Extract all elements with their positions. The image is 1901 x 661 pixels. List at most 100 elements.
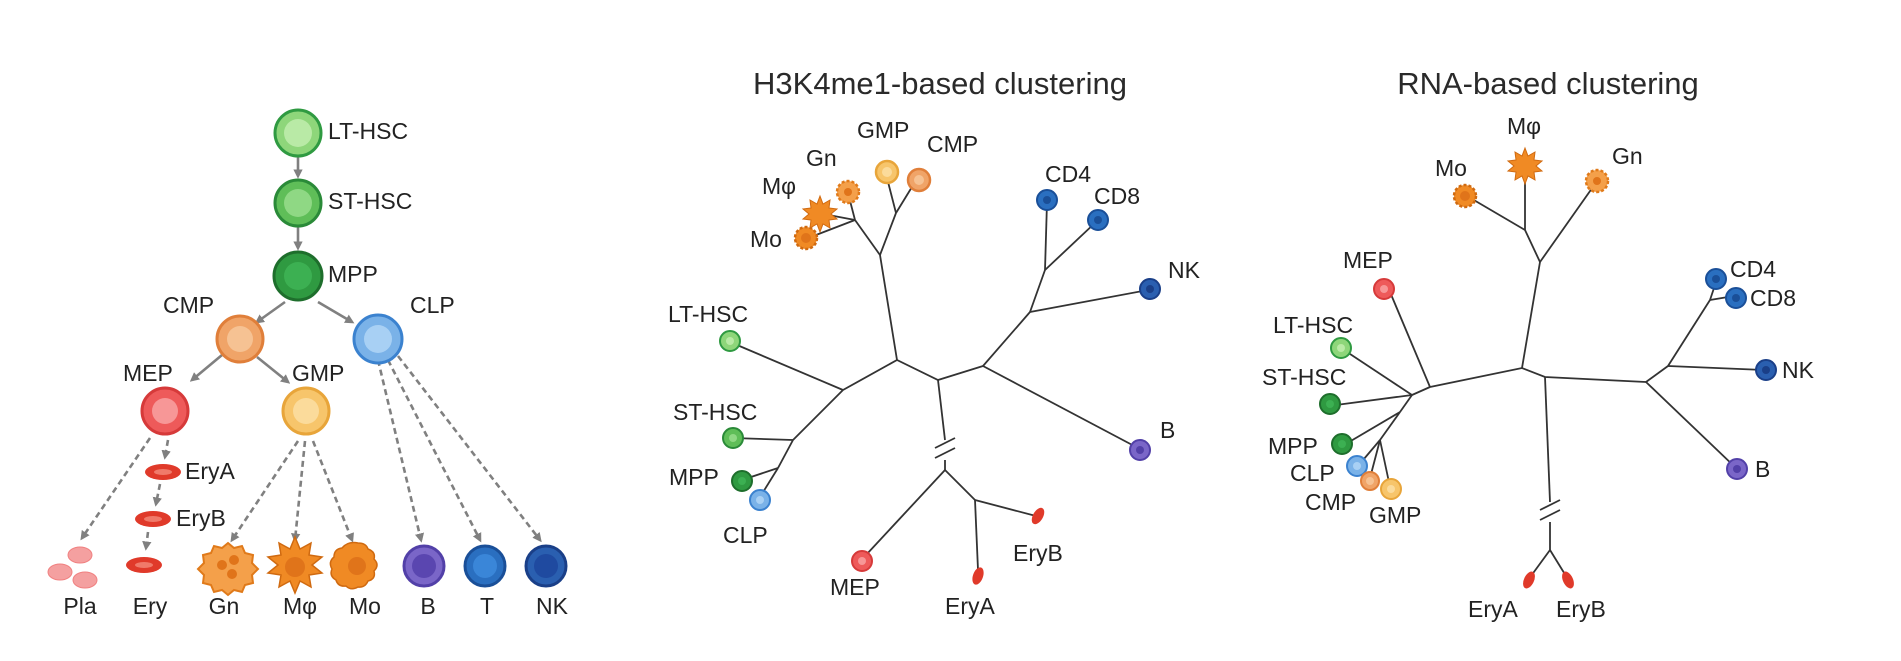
rna-cell-eryB bbox=[1562, 571, 1574, 589]
h3k4me1-cell-nk bbox=[1139, 278, 1161, 300]
nk-cell bbox=[524, 544, 568, 588]
arrow-eryB-ery bbox=[142, 531, 152, 551]
h3k4me1-cell-cmp bbox=[906, 167, 932, 193]
monocyte-cell bbox=[329, 541, 378, 590]
h3k4me1-label-mpp: MPP bbox=[669, 464, 719, 490]
rna-label-gmp: GMP bbox=[1369, 502, 1421, 528]
h3k4me1-label-eryA: EryA bbox=[945, 593, 996, 619]
h3k4me1-cell-eryB bbox=[1031, 507, 1045, 525]
label-t: T bbox=[480, 593, 494, 619]
arrow-mep-pla bbox=[80, 437, 152, 541]
h3k4me1-label-eryB: EryB bbox=[1013, 540, 1063, 566]
macrophage-cell bbox=[266, 535, 324, 595]
h3k4me1-cell-gmp bbox=[874, 159, 900, 185]
h3k4me1-label-cd4: CD4 bbox=[1045, 161, 1091, 187]
h3k4me1-label-mep: MEP bbox=[830, 574, 880, 600]
lt-hsc-cell bbox=[273, 108, 323, 158]
rna-cell-mphi bbox=[1506, 146, 1544, 186]
h3k4me1-label-cmp: CMP bbox=[927, 131, 978, 157]
erythrocyte-cell bbox=[126, 557, 162, 573]
rna-break-mark-2 bbox=[1539, 509, 1561, 521]
rna-label-cd8: CD8 bbox=[1750, 285, 1796, 311]
label-mep: MEP bbox=[123, 360, 173, 386]
st-hsc-cell bbox=[273, 178, 323, 228]
rna-label-eryA: EryA bbox=[1468, 596, 1519, 622]
h3k4me1-label-mo: Mo bbox=[750, 226, 782, 252]
h3k4me1-label-b: B bbox=[1160, 417, 1175, 443]
label-mpp: MPP bbox=[328, 261, 378, 287]
rna-cell-cd8 bbox=[1725, 287, 1747, 309]
h3k4me1-label-gmp: GMP bbox=[857, 117, 909, 143]
rna-label-clp: CLP bbox=[1290, 460, 1335, 486]
platelet-cells bbox=[47, 546, 98, 589]
rna-label-cd4: CD4 bbox=[1730, 256, 1776, 282]
label-lt-hsc: LT-HSC bbox=[328, 118, 408, 144]
rna-label-mphi: Mφ bbox=[1507, 113, 1541, 139]
t-cell bbox=[463, 544, 507, 588]
rna-label-nk: NK bbox=[1782, 357, 1815, 383]
rna-tree bbox=[1335, 170, 1765, 577]
rna-label-mep: MEP bbox=[1343, 247, 1393, 273]
rna-label-lt-hsc: LT-HSC bbox=[1273, 312, 1353, 338]
rna-cell-cd4 bbox=[1705, 268, 1727, 290]
mpp-cell bbox=[272, 250, 324, 302]
rna-panel: RNA-based clustering bbox=[1262, 66, 1815, 622]
h3k4me1-label-nk: NK bbox=[1168, 257, 1201, 283]
rna-cell-mpp bbox=[1331, 433, 1353, 455]
h3k4me1-label-mphi: Mφ bbox=[762, 173, 796, 199]
h3k4me1-panel: H3K4me1-based clustering bbox=[668, 66, 1201, 619]
h3k4me1-cell-mo bbox=[793, 225, 819, 251]
label-cmp: CMP bbox=[163, 292, 214, 318]
h3k4me1-label-st-hsc: ST-HSC bbox=[673, 399, 757, 425]
rna-cell-lt-hsc bbox=[1330, 337, 1352, 359]
rna-cell-mo bbox=[1452, 183, 1478, 209]
mep-cell bbox=[140, 386, 190, 436]
rna-label-gn: Gn bbox=[1612, 143, 1643, 169]
h3k4me1-cell-st-hsc bbox=[722, 427, 744, 449]
h3k4me1-break-mark-2 bbox=[934, 447, 956, 459]
label-b: B bbox=[420, 593, 435, 619]
hierarchy-panel: LT-HSC ST-HSC MPP CMP CLP MEP GMP EryA E… bbox=[47, 108, 569, 619]
rna-cell-eryA bbox=[1523, 571, 1535, 589]
arrow-gmp-gn bbox=[230, 440, 300, 543]
rna-cell-nk bbox=[1755, 359, 1777, 381]
rna-title: RNA-based clustering bbox=[1397, 66, 1699, 101]
rna-cell-st-hsc bbox=[1319, 393, 1341, 415]
rna-label-cmp: CMP bbox=[1305, 489, 1356, 515]
arrow-clp-t bbox=[386, 359, 482, 543]
rna-label-mo: Mo bbox=[1435, 155, 1467, 181]
label-nk: NK bbox=[536, 593, 569, 619]
rna-cell-gn bbox=[1584, 168, 1610, 194]
arrow-cmp-gmp bbox=[256, 355, 291, 384]
rna-cell-cmp bbox=[1360, 471, 1380, 491]
b-cell bbox=[402, 544, 446, 588]
rna-label-st-hsc: ST-HSC bbox=[1262, 364, 1346, 390]
arrow-mpp-cmp bbox=[254, 300, 286, 324]
h3k4me1-cell-eryA bbox=[972, 567, 984, 585]
label-gn: Gn bbox=[209, 593, 240, 619]
h3k4me1-label-lt-hsc: LT-HSC bbox=[668, 301, 748, 327]
clp-cell bbox=[352, 313, 404, 365]
label-st-hsc: ST-HSC bbox=[328, 188, 412, 214]
h3k4me1-break-mark-1 bbox=[934, 437, 956, 449]
rna-break-mark-1 bbox=[1539, 499, 1561, 511]
h3k4me1-cell-mep bbox=[851, 550, 873, 572]
label-clp: CLP bbox=[410, 292, 455, 318]
label-mo: Mo bbox=[349, 593, 381, 619]
label-ery: Ery bbox=[133, 593, 168, 619]
granulocyte-cell bbox=[196, 541, 260, 597]
rna-cell-mep bbox=[1373, 278, 1395, 300]
label-eryB: EryB bbox=[176, 505, 226, 531]
h3k4me1-cell-mpp bbox=[731, 470, 753, 492]
label-eryA: EryA bbox=[185, 458, 236, 484]
h3k4me1-tree bbox=[729, 177, 1149, 571]
rna-label-eryB: EryB bbox=[1556, 596, 1606, 622]
label-gmp: GMP bbox=[292, 360, 344, 386]
eryA-cell bbox=[145, 464, 181, 480]
h3k4me1-label-clp: CLP bbox=[723, 522, 768, 548]
h3k4me1-cell-gn bbox=[835, 179, 861, 205]
h3k4me1-cell-clp bbox=[749, 489, 771, 511]
arrow-clp-b bbox=[376, 359, 425, 543]
arrow-cmp-mep bbox=[189, 354, 223, 382]
